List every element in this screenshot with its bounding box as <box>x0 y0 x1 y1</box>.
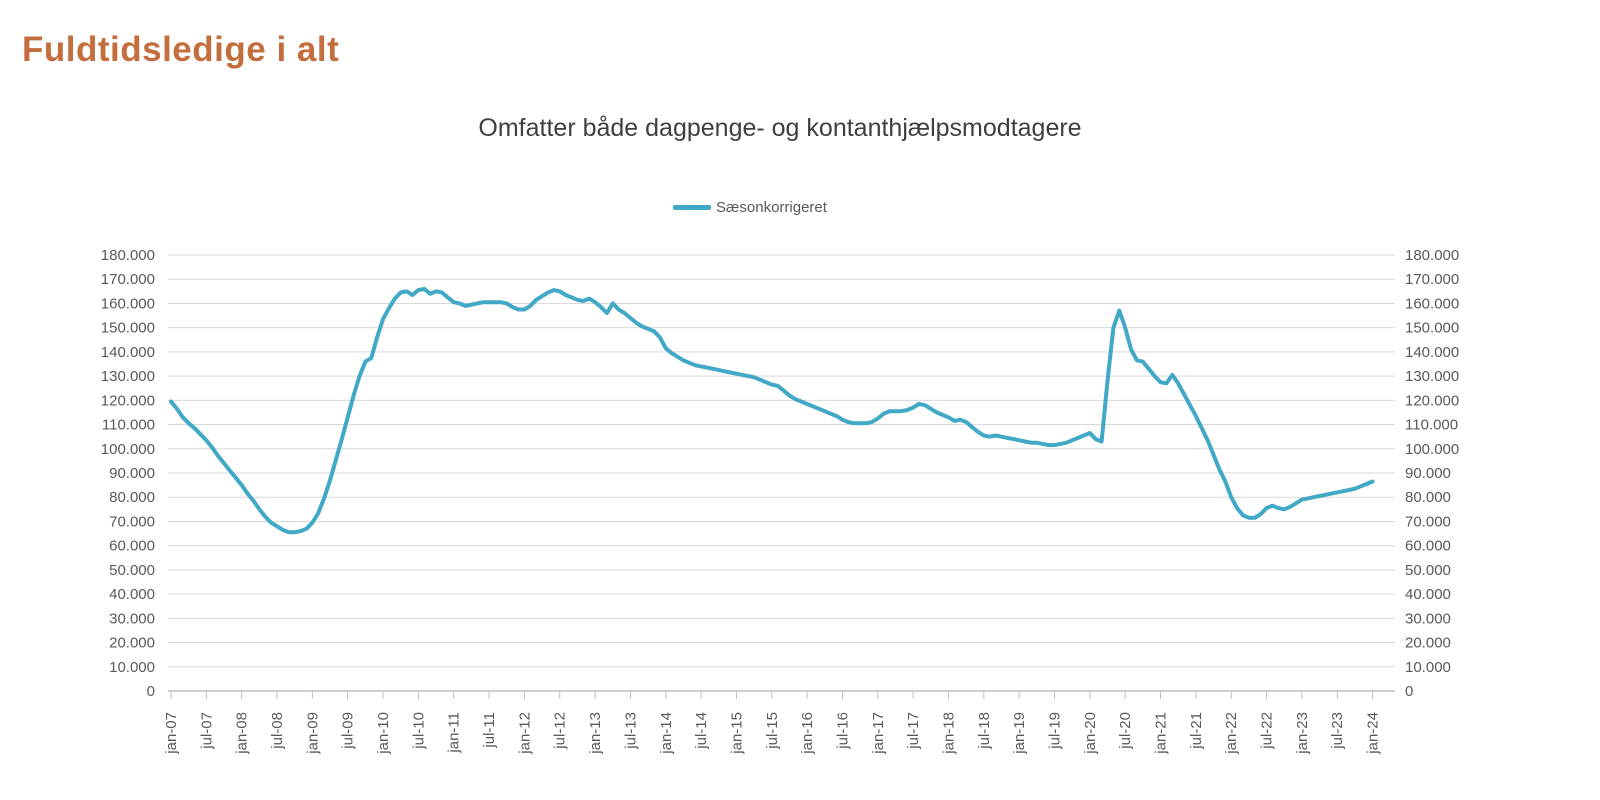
x-axis-label: jul-17 <box>905 712 922 750</box>
legend-label-saesonkorrigeret: Sæsonkorrigeret <box>716 199 827 216</box>
y-axis-label-right: 130.000 <box>1405 368 1459 385</box>
y-axis-label-left: 0 <box>147 683 155 700</box>
y-axis-label-right: 120.000 <box>1405 392 1459 409</box>
y-axis-label-left: 40.000 <box>109 586 155 603</box>
y-axis-label-left: 20.000 <box>109 635 155 652</box>
x-axis-label: jan-11 <box>446 712 463 754</box>
y-axis-label-right: 10.000 <box>1405 659 1451 676</box>
x-axis-label: jul-21 <box>1188 712 1205 750</box>
y-axis-label-left: 80.000 <box>109 489 155 506</box>
y-axis-label-right: 40.000 <box>1405 586 1451 603</box>
y-axis-label-left: 100.000 <box>101 441 155 458</box>
x-axis-label: jan-16 <box>799 712 816 755</box>
x-axis-label: jul-19 <box>1047 712 1064 750</box>
y-axis-label-left: 60.000 <box>109 538 155 555</box>
y-axis-label-right: 180.000 <box>1405 247 1459 264</box>
y-axis-label-right: 110.000 <box>1405 417 1458 434</box>
y-axis-label-left: 160.000 <box>101 295 155 312</box>
x-axis-label: jan-12 <box>516 712 533 755</box>
x-axis-label: jul-13 <box>622 712 639 750</box>
x-axis-label: jan-22 <box>1223 712 1240 755</box>
x-axis-label: jul-07 <box>198 712 215 750</box>
y-axis-label-left: 170.000 <box>101 271 155 288</box>
page-title: Fuldtidsledige i alt <box>22 30 340 69</box>
x-axis-label: jan-20 <box>1082 712 1099 755</box>
x-axis-label: jan-09 <box>304 712 321 755</box>
x-axis-label: jul-15 <box>764 712 781 750</box>
chart-legend: Sæsonkorrigeret <box>0 199 1500 216</box>
legend-marker-saesonkorrigeret <box>673 205 712 210</box>
y-axis-label-left: 90.000 <box>109 465 155 482</box>
x-axis-label: jul-18 <box>976 712 993 750</box>
y-axis-label-right: 0 <box>1405 683 1413 700</box>
y-axis-label-left: 110.000 <box>102 417 155 434</box>
x-axis-label: jan-17 <box>870 712 887 755</box>
y-axis-label-left: 130.000 <box>101 368 155 385</box>
x-axis-label: jan-07 <box>163 712 180 755</box>
x-axis-label: jul-08 <box>269 712 286 750</box>
x-axis-label: jul-16 <box>834 712 851 750</box>
y-axis-label-right: 30.000 <box>1405 610 1451 627</box>
x-axis-label: jul-12 <box>552 712 569 750</box>
y-axis-label-left: 70.000 <box>109 513 155 530</box>
y-axis-label-left: 30.000 <box>109 610 155 627</box>
y-axis-label-left: 180.000 <box>101 247 155 264</box>
x-axis-label: jul-09 <box>340 712 357 750</box>
y-axis-label-right: 160.000 <box>1405 295 1459 312</box>
x-axis-label: jul-14 <box>693 712 710 750</box>
chart-subtitle: Omfatter både dagpenge- og kontanthjælps… <box>478 114 1082 142</box>
y-axis-label-left: 10.000 <box>109 659 155 676</box>
series-line-saesonkorrigeret <box>169 286 1375 535</box>
x-axis-label: jan-08 <box>234 712 251 755</box>
y-axis-label-left: 120.000 <box>101 392 155 409</box>
x-axis-label: jan-19 <box>1011 712 1028 755</box>
x-axis-label: jan-21 <box>1153 712 1170 755</box>
y-axis-label-right: 80.000 <box>1405 489 1451 506</box>
x-axis-label: jan-13 <box>587 712 604 755</box>
y-axis-label-right: 70.000 <box>1405 513 1451 530</box>
x-axis-label: jan-23 <box>1294 712 1311 755</box>
y-axis-label-right: 100.000 <box>1405 441 1459 458</box>
y-axis-label-right: 150.000 <box>1405 320 1459 337</box>
y-axis-label-right: 170.000 <box>1405 271 1459 288</box>
y-axis-label-right: 20.000 <box>1405 635 1451 652</box>
y-axis-label-right: 60.000 <box>1405 538 1451 555</box>
x-axis-label: jan-14 <box>658 712 675 755</box>
y-axis-label-left: 50.000 <box>109 562 155 579</box>
x-axis-label: jul-11 <box>481 712 498 749</box>
x-axis-label: jan-18 <box>940 712 957 755</box>
x-axis-label: jul-23 <box>1329 712 1346 750</box>
y-axis-label-right: 140.000 <box>1405 344 1459 361</box>
x-axis-label: jan-10 <box>375 712 392 755</box>
y-axis-label-left: 140.000 <box>101 344 155 361</box>
y-axis-label-right: 90.000 <box>1405 465 1451 482</box>
x-axis-label: jan-15 <box>728 712 745 755</box>
x-axis-label: jul-10 <box>410 712 427 750</box>
x-axis-label: jan-24 <box>1365 712 1382 755</box>
y-axis-label-left: 150.000 <box>101 320 155 337</box>
y-axis-label-right: 50.000 <box>1405 562 1451 579</box>
x-axis-label: jul-20 <box>1117 712 1134 750</box>
x-axis-label: jul-22 <box>1259 712 1276 750</box>
